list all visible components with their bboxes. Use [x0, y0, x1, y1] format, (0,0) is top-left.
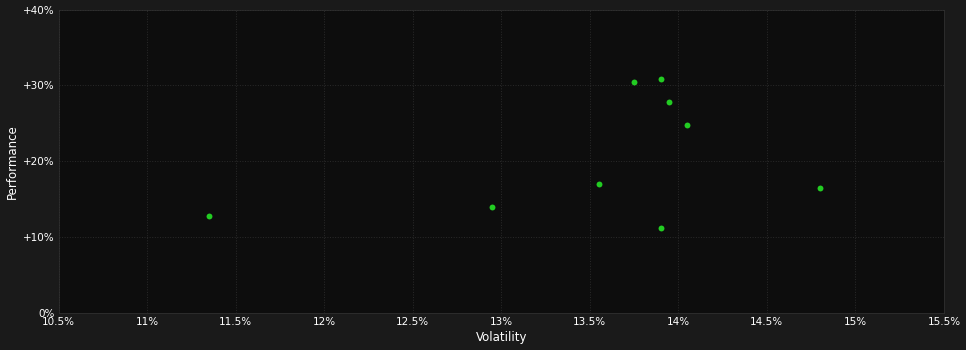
Y-axis label: Performance: Performance — [6, 124, 18, 199]
Point — [626, 79, 641, 84]
Point — [679, 122, 695, 128]
Point — [485, 204, 500, 210]
Point — [812, 185, 828, 191]
Point — [201, 213, 216, 219]
Point — [662, 99, 677, 105]
Point — [653, 225, 668, 231]
X-axis label: Volatility: Volatility — [475, 331, 526, 344]
Point — [591, 181, 607, 187]
Point — [653, 77, 668, 82]
